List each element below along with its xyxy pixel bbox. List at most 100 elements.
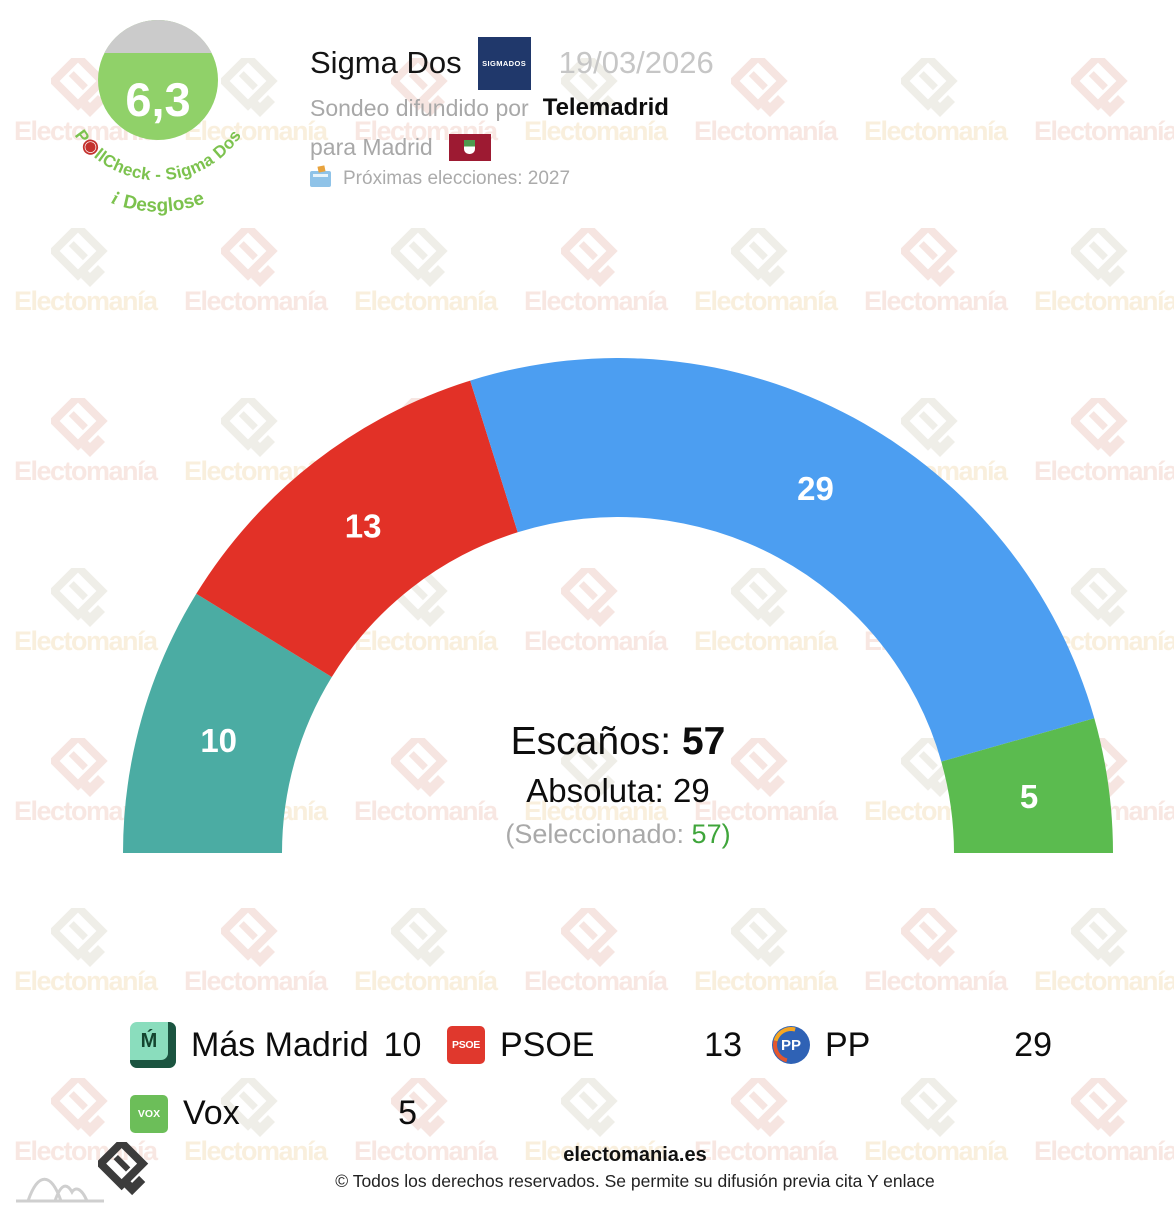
watermark-tile: Electomanía bbox=[354, 1072, 524, 1172]
region-label: para Madrid bbox=[310, 133, 433, 160]
watermark-tile: Electomanía bbox=[354, 732, 524, 832]
watermark-text: Electomanía bbox=[694, 1136, 838, 1166]
watermark-tile: Electomanía bbox=[184, 902, 354, 1002]
watermark-text: Electomanía bbox=[524, 286, 668, 316]
segment-seat-count-vox: 5 bbox=[1020, 778, 1038, 815]
legend-seat-value: 13 bbox=[704, 1025, 742, 1064]
pollcheck-badge[interactable]: 6,3 P◉llCheck - Sigma Dos iDesglose bbox=[40, 5, 280, 220]
legend-item-vox[interactable]: VOX Vox 5 bbox=[130, 1094, 417, 1133]
watermark-tile: Electomanía bbox=[524, 562, 694, 662]
electomania-watermark-icon bbox=[731, 1078, 788, 1137]
watermark-text: Electomanía bbox=[1034, 456, 1174, 486]
watermark-tile: Electomanía bbox=[14, 562, 184, 662]
electomania-watermark-icon bbox=[391, 58, 448, 117]
watermark-tile: Electomanía bbox=[864, 902, 1034, 1002]
legend-party-name: Vox bbox=[183, 1094, 240, 1132]
segment-mas-madrid[interactable] bbox=[123, 593, 332, 853]
selected-value: 57) bbox=[691, 819, 731, 849]
watermark-tile: Electomanía bbox=[864, 1072, 1034, 1172]
electomania-watermark-icon bbox=[51, 908, 108, 967]
party-legend: Ḿ Más Madrid 10 PSOE PSOE 13 PP PP 29 VOX Vox 5 bbox=[130, 1022, 1052, 1133]
segment-seat-count-psoe: 13 bbox=[345, 508, 382, 545]
sigmados-logo: SIGMADOS bbox=[477, 36, 531, 90]
watermark-text: Electomanía bbox=[694, 796, 838, 826]
segment-vox[interactable] bbox=[941, 718, 1113, 853]
electomania-watermark-icon bbox=[731, 568, 788, 627]
watermark-text: Electomanía bbox=[694, 626, 838, 656]
header-row-elections: Próximas elecciones: 2027 bbox=[310, 167, 570, 191]
electomania-watermark-icon bbox=[391, 1078, 448, 1137]
legend-party-name: PSOE bbox=[500, 1025, 595, 1064]
electomania-watermark-icon bbox=[731, 228, 788, 287]
watermark-text: Electomanía bbox=[1034, 286, 1174, 316]
watermark-text: Electomanía bbox=[524, 116, 668, 146]
legend-seat-value: 10 bbox=[383, 1025, 422, 1064]
copyright-text: © Todos los derechos reservados. Se perm… bbox=[335, 1171, 935, 1191]
breakdown-link[interactable]: iDesglose bbox=[109, 188, 207, 217]
score-gauge-remainder bbox=[104, 19, 212, 53]
watermark-tile: Electomanía bbox=[354, 562, 524, 662]
electomania-watermark-icon bbox=[901, 1078, 958, 1137]
header-row-diffusion: Sondeo difundido por Telemadrid bbox=[310, 92, 669, 124]
legend-item-psoe[interactable]: PSOE PSOE 13 bbox=[447, 1022, 742, 1068]
watermark-tile: Electomanía bbox=[1034, 392, 1174, 492]
pp-party-icon: PP bbox=[772, 1026, 810, 1064]
psoe-party-icon: PSOE bbox=[447, 1026, 485, 1064]
poll-curve-icon bbox=[16, 1178, 104, 1203]
selected-line: (Seleccionado: 57) bbox=[318, 819, 918, 850]
legend-seat-value: 5 bbox=[398, 1094, 417, 1132]
watermark-text: Electomanía bbox=[14, 626, 158, 656]
watermark-tile: Electomanía bbox=[694, 1072, 864, 1172]
electomania-watermark-icon bbox=[561, 58, 618, 117]
segment-psoe[interactable] bbox=[196, 380, 518, 677]
watermark-text: Electomanía bbox=[354, 966, 498, 996]
electomania-watermark-icon bbox=[221, 58, 278, 117]
pollster-name: Sigma Dos bbox=[310, 45, 462, 80]
electomania-watermark-icon bbox=[51, 398, 108, 457]
watermark-text: Electomanía bbox=[864, 116, 1008, 146]
watermark-text: Electomanía bbox=[14, 286, 158, 316]
legend-item-mas-madrid[interactable]: Ḿ Más Madrid 10 bbox=[130, 1022, 421, 1068]
vox-party-icon: VOX bbox=[130, 1094, 168, 1133]
watermark-tile: Electomanía bbox=[354, 902, 524, 1002]
legend-party-name: PP bbox=[825, 1025, 871, 1064]
watermark-tile: Electomanía bbox=[694, 52, 864, 152]
majority-label: Absoluta: bbox=[526, 772, 664, 809]
watermark-tile: Electomanía bbox=[354, 222, 524, 322]
diffusion-prefix: Sondeo difundido por bbox=[310, 94, 529, 121]
total-seats-line: Escaños: 57 bbox=[318, 720, 918, 764]
watermark-text: Electomanía bbox=[524, 626, 668, 656]
watermark-tile: Electomanía bbox=[694, 222, 864, 322]
watermark-text: Electomanía bbox=[354, 796, 498, 826]
watermark-tile: Electomanía bbox=[1034, 902, 1174, 1002]
poll-date: 19/03/2026 bbox=[558, 45, 714, 80]
electomania-watermark-icon bbox=[561, 1078, 618, 1137]
site-name: electomania.es bbox=[563, 1144, 707, 1166]
electomania-watermark-icon bbox=[391, 738, 448, 797]
watermark-tile: Electomanía bbox=[14, 392, 184, 492]
watermark-tile: Electomanía bbox=[694, 732, 864, 832]
electomania-watermark-icon bbox=[731, 908, 788, 967]
watermark-tile: Electomanía bbox=[14, 222, 184, 322]
electomania-watermark-icon bbox=[1071, 908, 1128, 967]
legend-item-pp[interactable]: PP PP 29 bbox=[772, 1022, 1052, 1068]
watermark-tile: Electomanía bbox=[524, 902, 694, 1002]
electomania-watermark-icon bbox=[561, 908, 618, 967]
watermark-text: Electomanía bbox=[354, 626, 498, 656]
watermark-text: Electomanía bbox=[694, 286, 838, 316]
electomania-logo bbox=[98, 1142, 149, 1196]
segment-pp[interactable] bbox=[470, 358, 1095, 762]
ballot-box-icon bbox=[310, 171, 331, 187]
electomania-watermark-icon bbox=[1071, 568, 1128, 627]
watermark-text: Electomanía bbox=[14, 456, 158, 486]
electomania-watermark-icon bbox=[901, 398, 958, 457]
score-value: 6,3 bbox=[125, 73, 190, 126]
segment-seat-count-mas-madrid: 10 bbox=[200, 722, 237, 759]
watermark-text: Electomanía bbox=[184, 966, 328, 996]
watermark-tile: Electomanía bbox=[524, 52, 694, 152]
watermark-tile: Electomanía bbox=[694, 902, 864, 1002]
watermark-tile: Electomanía bbox=[184, 52, 354, 152]
watermark-text: Electomanía bbox=[864, 286, 1008, 316]
electomania-watermark-icon bbox=[51, 738, 108, 797]
